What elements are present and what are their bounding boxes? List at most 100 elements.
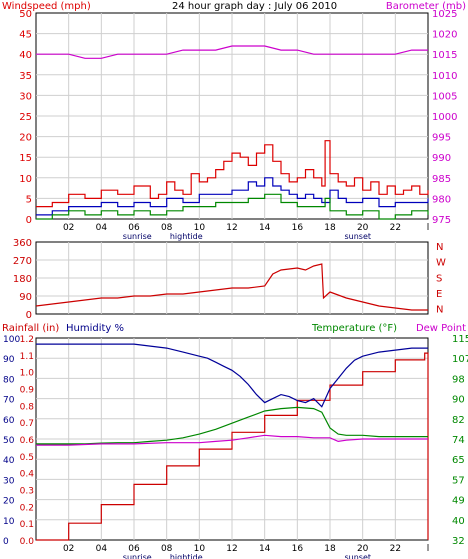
climate-x-tick: 06 [128,544,140,554]
wind-x-tick: 20 [357,223,369,233]
rainfall-axis-label: Rainfall (in) [2,323,59,334]
temperature-y-tick: 57 [452,475,465,486]
series-direction-line [35,263,428,311]
compass-label: N [436,242,443,253]
barometer-axis-label: Barometer (mb) [386,1,466,12]
humidity-y-tick: 100 [3,335,20,345]
wind-x-tick: 16 [292,223,304,233]
temperature-y-tick: 90 [452,395,465,406]
wind-y-tick: 45 [19,30,32,41]
series-humidity-line [36,343,428,408]
baro-y-tick: 1010 [432,71,457,82]
temperature-axis-label: Temperature (°F) [311,323,397,334]
wind-x-tick: 12 [226,223,237,233]
baro-y-tick: 980 [432,194,451,205]
wind-x-tick: 18 [324,223,336,233]
compass-label: S [436,273,442,284]
climate-x-tick: 14 [259,544,271,554]
chart-title: 24 hour graph day : July 06 2010 [172,1,337,12]
baro-y-tick: 1020 [432,30,457,41]
wind-y-tick: 50 [19,9,32,20]
series-avg-line [36,177,429,216]
rain-y-tick: 0.2 [20,503,34,513]
rain-y-tick: 0.5 [20,453,34,463]
rain-y-tick: 1.0 [20,369,35,379]
humidity-y-tick: 80 [3,375,15,385]
climate-x-end-tick: l [427,544,430,554]
baro-y-tick: 975 [432,215,451,226]
series-low-line [36,193,429,220]
climate-x-tick: 02 [63,544,74,554]
wind-y-tick: 35 [19,71,32,82]
climate-x-tick: 10 [194,544,206,554]
wind-x-tick: 04 [96,223,108,233]
wind-y-tick: 5 [26,194,32,205]
climate-x-tick: 12 [226,544,237,554]
humidity-y-tick: 60 [3,416,15,426]
humidity-y-tick: 90 [3,355,15,365]
direction-y-tick: 90 [19,292,32,303]
wind-sunrise-label: sunrise [123,232,152,241]
rain-y-tick: 1.2 [20,335,34,345]
climate-x-tick: 22 [390,544,401,554]
humidity-y-tick: 20 [3,497,15,507]
climate-sunrise-label: sunrise [123,553,152,559]
rain-y-tick: 1.1 [20,352,34,362]
wind-x-tick: 08 [161,223,173,233]
series-rain-line [36,352,429,541]
compass-label: N [436,305,443,316]
baro-y-tick: 1000 [432,112,457,123]
wind-x-end-tick: l [427,223,430,233]
climate-sunset-label: sunset [344,553,371,559]
compass-label: W [436,258,446,269]
series-gust-line [36,140,429,208]
humidity-y-tick: 0 [3,537,9,547]
series-dewpoint-line [36,434,428,446]
wind-y-tick: 30 [19,91,32,102]
baro-y-tick: 995 [432,133,451,144]
wind-x-tick: 22 [390,223,401,233]
climate-x-tick: 18 [324,544,336,554]
climate-x-tick: 08 [161,544,173,554]
climate-x-tick: 20 [357,544,369,554]
rain-y-tick: 0.0 [20,537,35,547]
baro-y-tick: 1015 [432,50,457,61]
wind-x-tick: 10 [194,223,206,233]
temperature-y-tick: 49 [452,496,465,507]
climate-x-tick: 04 [96,544,108,554]
baro-y-tick: 1025 [432,9,457,20]
rain-y-tick: 0.8 [20,402,35,412]
climate-x-tick: 16 [292,544,304,554]
rain-y-tick: 0.3 [20,487,34,497]
humidity-y-tick: 40 [3,456,15,466]
temperature-y-tick: 82 [452,415,465,426]
direction-y-tick: 180 [13,274,32,285]
wind-sunset-label: sunset [344,232,371,241]
direction-y-tick: 270 [13,256,32,267]
wind-y-tick: 0 [26,215,32,226]
humidity-axis-label: Humidity % [66,323,124,334]
temperature-y-tick: 115 [452,334,468,345]
compass-label: E [436,289,442,300]
direction-y-tick: 0 [26,310,32,321]
temperature-y-tick: 32 [452,536,465,547]
rain-y-tick: 0.1 [20,520,34,530]
humidity-y-tick: 30 [3,476,15,486]
temperature-y-tick: 65 [452,455,465,466]
wind-x-tick: 02 [63,223,74,233]
rain-y-tick: 0.6 [20,436,35,446]
windspeed-axis-label: Windspeed (mph) [2,1,91,12]
temperature-y-tick: 98 [452,374,465,385]
series-temperature-line [36,406,428,445]
humidity-y-tick: 70 [3,396,15,406]
rain-y-tick: 0.9 [20,386,35,396]
wind-x-tick: 14 [259,223,271,233]
baro-y-tick: 990 [432,153,451,164]
rain-y-tick: 0.4 [20,470,35,480]
wind-y-tick: 15 [19,153,32,164]
baro-y-tick: 1005 [432,91,457,102]
wind-y-tick: 20 [19,133,32,144]
wind-y-tick: 40 [19,50,32,61]
